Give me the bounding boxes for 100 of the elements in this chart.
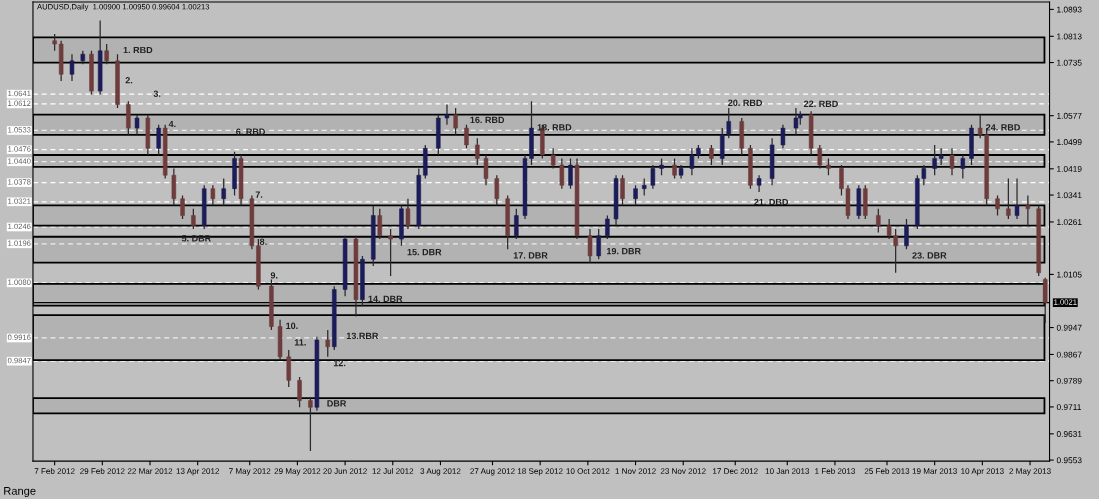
annotation: DBR xyxy=(327,400,347,407)
x-tick-label: 29 Feb 2012 xyxy=(80,468,125,474)
x-tick-label: 25 Feb 2013 xyxy=(864,468,910,474)
y-tick-label: 1.0893 xyxy=(1057,6,1082,13)
candlestick xyxy=(325,329,330,358)
y-tick-label: 1.0735 xyxy=(1057,59,1082,66)
x-tick-label: 3 Aug 2012 xyxy=(420,468,461,476)
y-tick-label: 1.0499 xyxy=(1057,139,1082,146)
candlestick xyxy=(191,208,196,230)
candlestick xyxy=(453,107,458,136)
candlestick xyxy=(464,124,469,149)
candlestick xyxy=(444,103,450,126)
annotation: 3. xyxy=(153,90,161,97)
candlestick xyxy=(494,174,500,207)
candlestick xyxy=(620,174,625,207)
candlestick xyxy=(568,157,573,190)
candlestick xyxy=(483,154,489,186)
y-tick-label: 0.9789 xyxy=(1056,377,1082,384)
annotation: 16. RBD xyxy=(470,116,505,124)
annotation: 14. DBR xyxy=(368,295,403,302)
candlestick xyxy=(605,214,610,240)
annotation: 6. RBD xyxy=(236,128,265,135)
candlestick xyxy=(405,198,411,230)
candlestick xyxy=(286,349,291,388)
x-tick-label: 19 Mar 2013 xyxy=(912,468,957,474)
x-tick-label: 22 Mar 2012 xyxy=(127,468,173,474)
candlestick xyxy=(904,218,909,250)
x-tick-label: 20 Jun 2012 xyxy=(323,468,367,474)
candlestick xyxy=(995,194,1000,217)
candlestick xyxy=(596,228,601,260)
candlestick xyxy=(156,124,161,156)
candlestick xyxy=(297,376,302,408)
x-tick-label: 7 May 2012 xyxy=(229,468,271,476)
candlestick xyxy=(388,228,393,277)
candlestick xyxy=(514,208,519,240)
candlestick xyxy=(377,208,383,240)
y-tick-label: 0.9867 xyxy=(1056,351,1082,358)
candlestick xyxy=(308,396,313,452)
candlestick xyxy=(650,164,656,190)
candlestick xyxy=(709,144,714,166)
y-tick-label: 1.0813 xyxy=(1057,33,1082,40)
candlestick xyxy=(1014,177,1020,220)
candlestick xyxy=(559,157,565,190)
annotation: 19. DBR xyxy=(606,247,641,255)
candlestick xyxy=(210,184,216,207)
annotation: 8. xyxy=(259,238,267,245)
candlestick xyxy=(1042,277,1048,324)
annotation: 2. xyxy=(125,77,133,84)
candlestick xyxy=(1025,194,1031,227)
annotation: 1. RBD xyxy=(123,46,153,54)
x-tick-label: 18 Sep 2012 xyxy=(517,468,563,476)
candlestick xyxy=(633,184,638,207)
candlestick xyxy=(550,147,556,170)
annotation: 13.RBR xyxy=(346,332,379,340)
y-tick-label: 1.0419 xyxy=(1057,166,1082,172)
annotation: 10. xyxy=(286,322,298,329)
x-tick-label: 27 Aug 2012 xyxy=(470,468,515,476)
annotation: 9. xyxy=(270,272,278,279)
y-tick-label: 1.0341 xyxy=(1057,192,1082,199)
annotation: 15. DBR xyxy=(407,248,442,256)
candlestick xyxy=(475,137,480,166)
annotation: 20. RBD xyxy=(728,99,763,106)
x-tick-label: 13 Apr 2012 xyxy=(176,468,220,476)
x-tick-label: 7 Feb 2012 xyxy=(34,468,75,474)
annotation: 24. RBD xyxy=(986,124,1020,131)
annotation: 23. DBR xyxy=(912,252,947,259)
x-tick-label: 23 Nov 2012 xyxy=(660,468,706,474)
x-tick-label: 12 Jul 2012 xyxy=(372,468,414,474)
annotation: 17. DBR xyxy=(513,252,548,259)
candlestick xyxy=(949,147,955,176)
candlestick xyxy=(126,100,131,136)
text: Range xyxy=(4,487,36,497)
candlestick xyxy=(960,154,966,180)
y-tick-label: 0.9631 xyxy=(1056,431,1082,437)
x-tick-label: 1 Feb 2013 xyxy=(815,468,855,474)
candlestick xyxy=(780,124,786,149)
annotation: 11. xyxy=(294,339,306,346)
annotation: 22. RBD xyxy=(803,100,838,107)
candlestick xyxy=(221,177,226,207)
y-tick-label: 0.9553 xyxy=(1056,457,1082,464)
x-tick-label: 2 May 2013 xyxy=(1009,468,1051,476)
candlestick xyxy=(134,114,140,136)
y-tick-label: 1.0105 xyxy=(1057,271,1082,278)
candlestick xyxy=(104,43,109,65)
annotation: 4. xyxy=(168,120,176,128)
x-tick-label: 10 Oct 2012 xyxy=(566,468,610,474)
x-tick-label: 1 Nov 2012 xyxy=(615,468,656,474)
candlestick xyxy=(817,144,823,170)
candlestick xyxy=(69,53,75,82)
candlestick xyxy=(1006,177,1011,220)
x-tick-label: 29 May 2012 xyxy=(274,468,321,476)
y-tick-label: 1.0261 xyxy=(1057,219,1082,226)
annotation: 12. xyxy=(333,359,346,367)
y-tick-label: 1.0577 xyxy=(1057,112,1082,119)
x-tick-label: 17 Dec 2012 xyxy=(713,468,758,474)
candlestick xyxy=(180,194,185,220)
candlestick xyxy=(672,157,677,180)
annotation: 7. xyxy=(255,191,263,198)
x-tick-label: 10 Apr 2013 xyxy=(961,468,1004,476)
candlestick xyxy=(932,144,937,176)
